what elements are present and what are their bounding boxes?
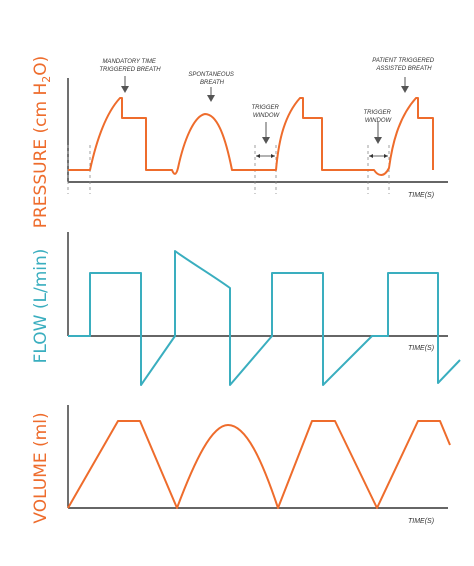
flow-axis-label: FLOW (L/min) <box>31 249 51 364</box>
patient-triggered-label: PATIENT TRIGGERED ASSISTED BREATH <box>372 58 435 72</box>
volume-axis-label: VOLUME (ml) <box>31 412 51 523</box>
volume-panel: VOLUME (ml) TIME(S) <box>31 405 451 525</box>
pressure-panel: PRESSURE (cm H2O) TIME(S) <box>31 56 448 229</box>
arrow-head <box>374 137 382 144</box>
flow-waveform <box>68 250 461 386</box>
volume-waveform <box>67 420 451 509</box>
spontaneous-breath-label: SPONTANEOUS BREATH <box>188 72 235 86</box>
pressure-waveform <box>68 97 434 176</box>
annotation-arrows <box>121 76 409 144</box>
volume-time-label: TIME(S) <box>408 518 434 525</box>
arrow-head <box>262 137 270 144</box>
pressure-axis-label: PRESSURE (cm H2O) <box>31 56 53 229</box>
flow-panel: FLOW (L/min) TIME(S) <box>31 232 461 386</box>
trigger-window-arrow-2 <box>369 154 388 158</box>
pressure-time-label: TIME(S) <box>408 192 434 199</box>
trigger-window-label-2: TRIGGER WINDOW <box>363 110 392 124</box>
trigger-window-arrow-1 <box>256 154 275 158</box>
arrow-head <box>207 95 215 102</box>
flow-time-label: TIME(S) <box>408 345 434 352</box>
arrow-head <box>121 86 129 93</box>
mandatory-breath-label: MANDATORY TIME TRIGGERED BREATH <box>99 59 161 73</box>
trigger-window-label-1: TRIGGER WINDOW <box>251 105 280 119</box>
arrow-head <box>401 86 409 93</box>
